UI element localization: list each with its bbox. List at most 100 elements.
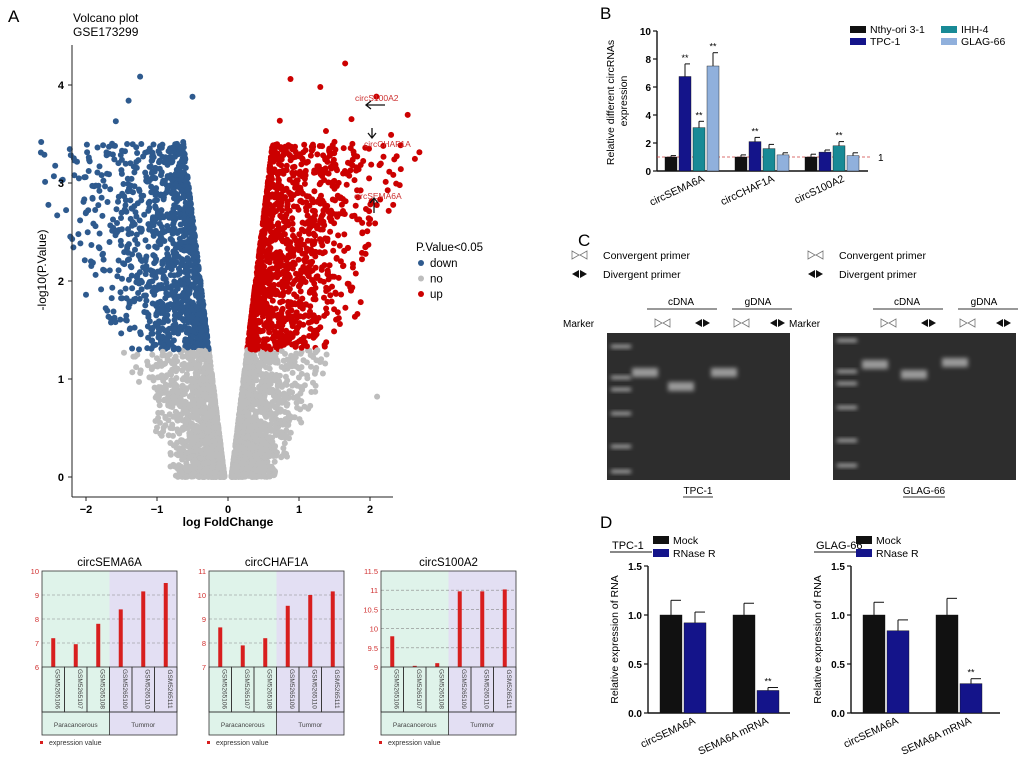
scatter-point (263, 336, 270, 343)
scatter-point (182, 376, 189, 383)
scatter-point (259, 440, 266, 447)
scatter-point (132, 246, 138, 253)
scatter-point (283, 327, 290, 334)
scatter-point (351, 313, 358, 320)
scatter-point (129, 369, 136, 376)
scatter-point (385, 207, 392, 214)
scatter-point (274, 383, 281, 390)
scatter-point (154, 197, 160, 203)
scatter-point (283, 162, 290, 169)
scatter-point (169, 144, 176, 151)
scatter-point (322, 203, 329, 210)
scatter-point (267, 375, 274, 382)
scatter-point (337, 194, 344, 201)
scatter-point (341, 231, 348, 238)
scatter-point (125, 276, 132, 283)
scatter-point (294, 185, 301, 191)
scatter-point (170, 346, 177, 353)
scatter-point (161, 238, 168, 244)
scatter-point (269, 352, 276, 359)
scatter-point (38, 139, 45, 145)
scatter-point (118, 215, 124, 221)
scatter-point (314, 151, 321, 158)
scatter-point (174, 428, 181, 435)
scatter-point (137, 73, 144, 80)
scatter-point (297, 236, 304, 243)
scatter-point (136, 217, 143, 224)
scatter-point (302, 167, 309, 174)
scatter-point (299, 295, 306, 302)
scatter-point (294, 404, 301, 411)
scatter-point (96, 230, 103, 237)
scatter-point (104, 170, 110, 177)
scatter-point (285, 222, 292, 229)
scatter-point (186, 287, 193, 294)
scatter-point (157, 419, 163, 426)
scatter-point (254, 271, 261, 278)
scatter-point (301, 228, 308, 235)
scatter-point (299, 386, 306, 393)
scatter-point (331, 150, 338, 157)
scatter-point (123, 317, 130, 324)
scatter-point (50, 173, 57, 180)
scatter-point (313, 357, 320, 364)
scatter-point (347, 167, 354, 174)
scatter-point (265, 309, 272, 316)
scatter-point (331, 240, 337, 247)
scatter-point (201, 414, 208, 421)
scatter-point (180, 192, 187, 199)
scatter-point (321, 249, 328, 256)
scatter-point (110, 216, 116, 223)
scatter-point (81, 257, 88, 264)
scatter-point (296, 320, 303, 327)
scatter-point (148, 345, 155, 352)
scatter-point (242, 398, 248, 405)
scatter-point (307, 308, 313, 315)
scatter-point (244, 433, 251, 440)
scatter-point (124, 141, 131, 147)
scatter-point (298, 344, 305, 351)
scatter-point (124, 245, 131, 252)
scatter-point (283, 427, 290, 434)
scatter-point (153, 428, 159, 435)
scatter-point (133, 364, 140, 371)
scatter-point (300, 313, 307, 320)
scatter-point (323, 310, 330, 317)
scatter-point (320, 152, 327, 159)
scatter-point (322, 235, 329, 242)
scatter-point (338, 291, 345, 298)
scatter-point (132, 236, 139, 243)
scatter-point (281, 421, 288, 428)
scatter-point (167, 425, 174, 431)
scatter-point (349, 156, 356, 163)
scatter-point (274, 200, 280, 207)
scatter-point (300, 340, 307, 347)
scatter-point (285, 272, 291, 278)
scatter-point (304, 237, 311, 244)
scatter-point (190, 224, 197, 231)
scatter-point (329, 273, 336, 280)
scatter-point (340, 263, 346, 270)
scatter-point (333, 290, 339, 297)
scatter-point (280, 445, 287, 452)
scatter-point (89, 182, 96, 189)
scatter-point (301, 180, 308, 187)
scatter-point (267, 346, 274, 353)
scatter-point (148, 170, 155, 177)
scatter-point (145, 200, 152, 207)
scatter-point (181, 360, 188, 367)
scatter-point (359, 229, 366, 236)
scatter-point (174, 445, 181, 452)
scatter-point (380, 142, 387, 149)
scatter-point (117, 289, 124, 296)
scatter-point (103, 149, 110, 156)
scatter-point (146, 279, 153, 285)
scatter-point (292, 380, 298, 387)
scatter-point (303, 245, 310, 252)
scatter-point (80, 198, 87, 205)
scatter-point (118, 170, 125, 177)
scatter-point (323, 305, 330, 312)
scatter-point (173, 388, 180, 395)
scatter-point (295, 374, 302, 381)
